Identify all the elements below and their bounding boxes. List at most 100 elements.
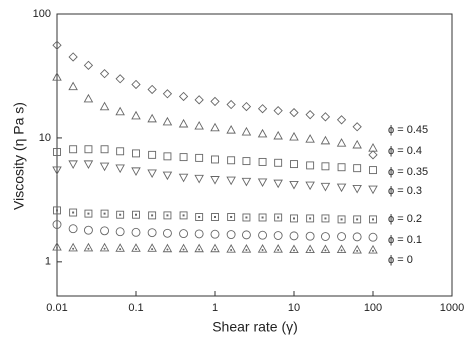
marker: [242, 157, 251, 166]
marker: [257, 128, 268, 138]
marker: [369, 215, 377, 224]
marker: [131, 243, 141, 252]
x-axis-title: Shear rate (γ): [212, 319, 298, 335]
marker-dot: [324, 217, 327, 220]
marker-dot: [135, 213, 137, 216]
marker: [289, 131, 299, 141]
marker: [241, 177, 252, 187]
y-tick-label: 100: [33, 8, 51, 20]
marker: [368, 150, 378, 160]
marker: [226, 230, 236, 240]
marker: [336, 115, 347, 125]
marker: [147, 243, 157, 252]
marker: [226, 99, 236, 110]
marker: [321, 214, 330, 223]
marker: [306, 161, 315, 170]
marker: [84, 145, 93, 154]
marker: [52, 40, 62, 50]
marker: [178, 91, 189, 102]
marker: [179, 229, 189, 239]
marker: [68, 242, 78, 252]
marker-dot: [214, 216, 216, 219]
marker: [69, 208, 78, 217]
marker: [147, 84, 157, 95]
marker: [305, 110, 315, 120]
marker: [306, 214, 315, 223]
marker: [257, 178, 268, 188]
marker-dot: [103, 247, 106, 250]
marker-dot: [324, 249, 327, 252]
marker-dot: [198, 248, 201, 251]
marker: [52, 241, 62, 251]
marker: [68, 224, 78, 234]
marker: [194, 95, 204, 105]
y-tick-label: 1: [45, 256, 51, 268]
x-tick-label: 100: [364, 302, 382, 314]
marker: [273, 130, 283, 140]
marker: [257, 244, 268, 253]
marker-dot: [293, 217, 295, 220]
marker: [305, 244, 315, 254]
marker: [369, 166, 377, 175]
marker: [100, 226, 110, 236]
marker: [320, 244, 331, 254]
marker-dot: [87, 212, 90, 215]
marker: [178, 173, 189, 183]
marker: [210, 229, 220, 239]
marker: [289, 180, 299, 190]
marker: [241, 244, 252, 253]
series-label: ϕ = 0.4: [388, 145, 422, 157]
marker-dot: [214, 248, 216, 251]
marker: [210, 122, 220, 132]
marker: [115, 227, 125, 237]
marker: [195, 213, 204, 221]
marker: [148, 211, 157, 220]
marker: [273, 244, 283, 253]
series-label: ϕ = 0.2: [388, 213, 422, 225]
marker: [336, 183, 347, 193]
marker-dot: [372, 218, 374, 221]
marker: [68, 160, 78, 170]
marker: [147, 169, 157, 179]
marker: [352, 184, 362, 194]
marker: [273, 106, 283, 116]
series-label: ϕ = 0.3: [388, 185, 422, 197]
marker: [227, 156, 236, 165]
marker-dot: [72, 211, 75, 214]
marker: [353, 164, 362, 173]
marker-dot: [245, 248, 248, 251]
marker: [241, 101, 252, 112]
marker: [368, 185, 378, 195]
marker: [337, 215, 346, 224]
marker: [131, 110, 141, 120]
marker: [211, 213, 219, 221]
marker-dot: [356, 218, 359, 221]
marker: [194, 174, 204, 184]
marker: [131, 167, 141, 177]
marker: [194, 229, 204, 239]
marker: [52, 166, 62, 176]
x-tick-label: 10: [288, 302, 300, 314]
marker-dot: [166, 214, 169, 217]
x-tick-label: 0.01: [46, 302, 67, 314]
marker: [147, 228, 157, 238]
marker: [211, 155, 219, 164]
x-tick-label: 0.1: [128, 302, 143, 314]
marker: [210, 243, 220, 253]
marker-dot: [182, 214, 185, 217]
marker: [352, 139, 362, 149]
marker-dot: [182, 248, 185, 251]
marker-dot: [356, 249, 359, 252]
marker-dot: [135, 248, 137, 251]
marker: [178, 118, 189, 128]
marker: [320, 135, 331, 145]
marker: [99, 69, 110, 79]
marker: [194, 120, 204, 130]
marker: [305, 181, 315, 191]
marker: [320, 112, 331, 122]
marker: [53, 206, 61, 215]
marker: [132, 210, 140, 219]
marker: [116, 210, 125, 219]
marker: [162, 243, 173, 253]
marker: [242, 213, 251, 222]
